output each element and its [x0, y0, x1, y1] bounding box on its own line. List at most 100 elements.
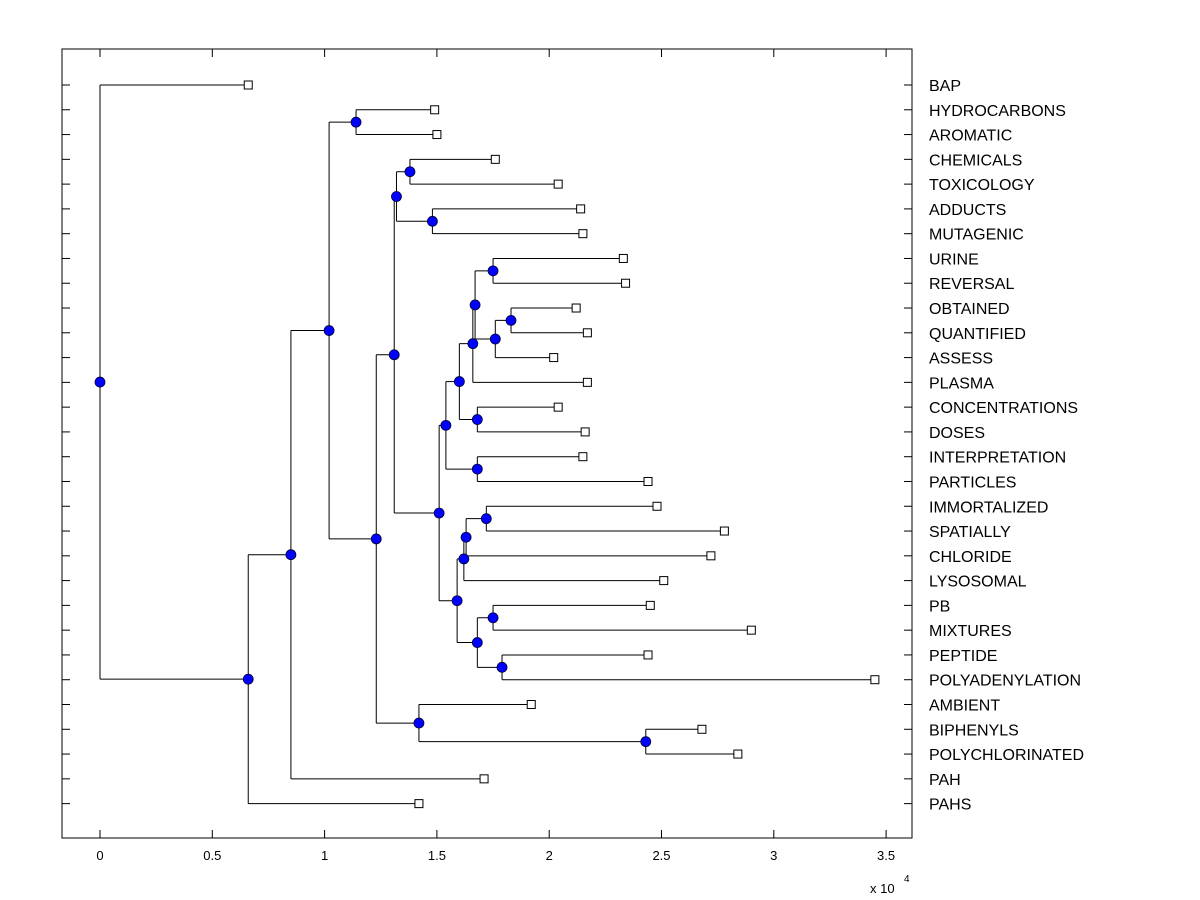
leaf-labels: BAP HYDROCARBONS AROMATIC CHEMICALS TOXICOLO…	[929, 78, 1084, 814]
branch-node	[480, 513, 492, 525]
branch-node	[471, 414, 483, 425]
branch-node	[440, 419, 452, 431]
branch-node	[640, 736, 652, 748]
leaf-node	[643, 476, 653, 486]
leaf-node	[578, 229, 588, 239]
leaf-node	[549, 353, 559, 363]
branch-node	[404, 166, 416, 178]
leaf-node	[582, 328, 592, 338]
leaf-node	[553, 402, 563, 412]
branch-node	[487, 265, 499, 277]
leaf-node	[553, 179, 563, 189]
leaf-label: PARTICLES	[929, 474, 1016, 491]
branch-node	[489, 333, 501, 345]
branch-node	[433, 507, 445, 519]
leaf-node	[618, 253, 628, 263]
leaf-label: PLASMA	[929, 375, 994, 392]
x-multiplier-exponent: 4	[904, 874, 910, 885]
nodes	[94, 80, 880, 809]
leaf-label: URINE	[929, 251, 979, 268]
leaf-label: IMMORTALIZED	[929, 499, 1048, 516]
leaf-node	[645, 600, 655, 610]
leaf-label: CHLORIDE	[929, 549, 1012, 566]
x-tick-label: 1	[321, 848, 328, 863]
leaf-label: BAP	[929, 78, 961, 95]
branch-node	[451, 595, 463, 607]
leaf-label: TOXICOLOGY	[929, 177, 1035, 194]
x-axis: 0 0.5 1 1.5 2 2.5 3 3.5	[96, 49, 895, 863]
leaf-node	[243, 80, 253, 90]
leaf-label: LYSOSOMAL	[929, 574, 1027, 591]
branch-node	[370, 533, 382, 545]
leaf-node	[526, 700, 536, 709]
leaf-label: PAH	[929, 772, 961, 789]
branch-node	[458, 553, 470, 565]
leaf-node	[432, 130, 442, 140]
branch-node	[391, 191, 402, 202]
leaf-node	[697, 724, 707, 734]
leaf-label: PEPTIDE	[929, 648, 997, 665]
leaf-node	[582, 377, 592, 387]
leaf-label: REVERSAL	[929, 276, 1014, 293]
leaf-node	[706, 551, 716, 561]
leaf-node	[571, 303, 581, 313]
branch-node	[460, 531, 472, 543]
leaf-label: DOSES	[929, 425, 985, 442]
leaf-node	[479, 774, 489, 784]
branch-node	[471, 463, 483, 475]
x-tick-label: 2	[546, 848, 553, 863]
leaf-node	[652, 501, 662, 511]
leaf-label: BIPHENYLS	[929, 722, 1019, 739]
x-tick-label: 3.5	[877, 848, 895, 863]
plot-area	[61, 48, 913, 839]
leaf-label: ADDUCTS	[929, 202, 1006, 219]
branch-node	[350, 116, 362, 128]
branch-node	[413, 717, 425, 729]
leaf-node	[733, 749, 743, 759]
branch-node	[469, 299, 481, 311]
leaf-label: POLYADENYLATION	[929, 673, 1081, 690]
x-tick-label: 3	[770, 848, 777, 863]
leaf-node	[746, 625, 756, 635]
leaf-label: PAHS	[929, 797, 971, 814]
leaf-node	[490, 154, 500, 164]
leaf-label: HYDROCARBONS	[929, 103, 1066, 120]
leaf-label: QUANTIFIED	[929, 326, 1026, 343]
leaf-node	[659, 576, 669, 586]
leaf-node	[643, 650, 653, 660]
leaf-node	[578, 452, 588, 462]
leaf-label: PB	[929, 598, 950, 615]
branch-node	[427, 215, 438, 227]
branch-node	[323, 325, 335, 336]
leaf-label: OBTAINED	[929, 301, 1010, 318]
y-axis	[62, 84, 912, 805]
x-tick-label: 2.5	[652, 848, 670, 863]
leaf-label: ASSESS	[929, 351, 993, 368]
branch-node	[453, 376, 465, 387]
leaf-label: POLYCHLORINATED	[929, 747, 1084, 764]
leaf-label: CHEMICALS	[929, 152, 1022, 169]
leaf-label: CONCENTRATIONS	[929, 400, 1078, 417]
x-tick-label: 0	[96, 848, 103, 863]
branch-node	[505, 315, 517, 326]
leaf-label: SPATIALLY	[929, 524, 1011, 541]
leaf-node	[621, 278, 631, 288]
leaf-node	[580, 427, 590, 437]
leaf-label: AROMATIC	[929, 128, 1012, 145]
leaf-label: AMBIENT	[929, 698, 1000, 715]
branch-node	[496, 661, 508, 673]
branch-node	[487, 612, 499, 624]
leaf-node	[870, 675, 880, 685]
leaf-node	[414, 799, 424, 809]
leaf-node	[576, 204, 586, 214]
branch-node	[285, 549, 297, 561]
branch-node	[388, 349, 400, 361]
x-tick-label: 0.5	[203, 848, 221, 863]
branch-node	[94, 376, 106, 388]
branch-node	[467, 338, 479, 350]
leaf-label: MUTAGENIC	[929, 227, 1024, 244]
branch-node	[242, 673, 254, 685]
branch-node	[471, 637, 483, 648]
x-multiplier-label: x 10	[870, 881, 895, 896]
